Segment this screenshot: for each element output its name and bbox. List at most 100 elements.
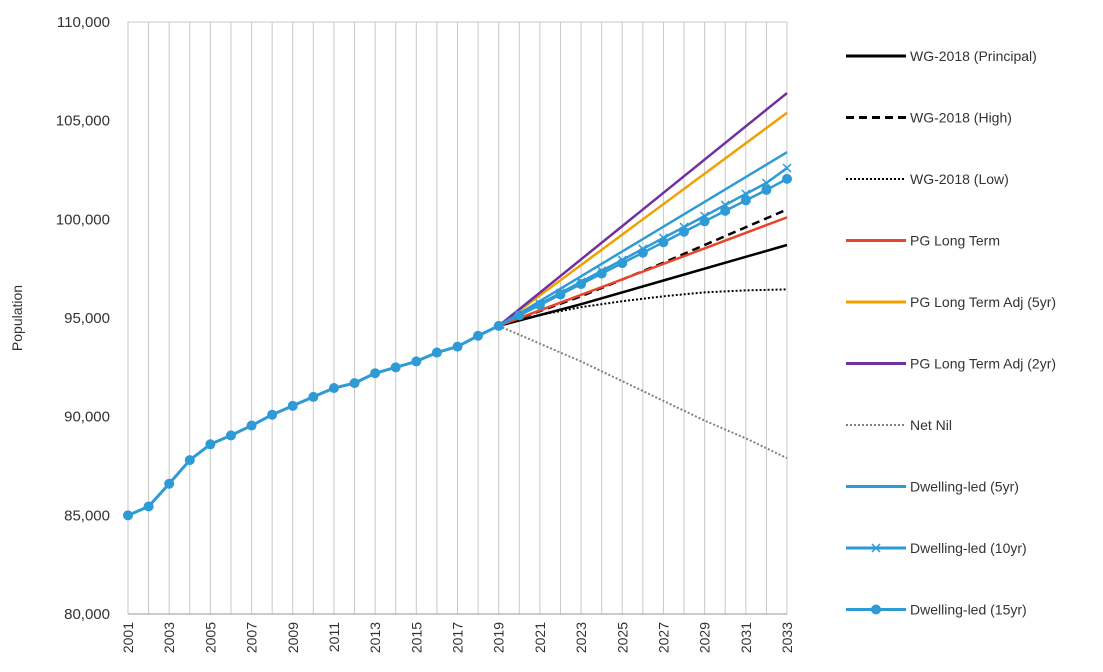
legend-label: WG-2018 (Low) xyxy=(910,171,1009,187)
y-tick-label: 80,000 xyxy=(64,606,110,623)
legend-item: WG-2018 (Principal) xyxy=(846,48,1037,64)
data-point xyxy=(452,341,463,352)
x-tick-label: 2007 xyxy=(244,622,260,653)
data-point xyxy=(596,268,607,279)
plot-grid xyxy=(127,21,788,615)
series-line xyxy=(497,111,788,327)
x-tick-label: 2011 xyxy=(326,622,342,652)
data-point xyxy=(246,420,257,431)
x-tick-label: 2029 xyxy=(697,622,713,653)
data-point xyxy=(534,299,545,310)
series-line xyxy=(498,243,788,328)
data-point xyxy=(267,409,278,420)
x-tick-label: 2019 xyxy=(491,622,507,653)
series-line xyxy=(498,151,788,327)
data-point xyxy=(679,226,690,237)
data-point xyxy=(349,378,360,389)
data-point xyxy=(287,400,298,411)
series-dwelling-led-15yr xyxy=(498,173,792,328)
legend-item: PG Long Term Adj (2yr) xyxy=(846,356,1056,372)
series-line xyxy=(498,216,788,328)
data-point xyxy=(473,330,484,341)
x-marker-stroke xyxy=(761,178,771,188)
x-tick-label: 2017 xyxy=(450,622,466,653)
legend: WG-2018 (Principal) WG-2018 (High) WG-2018… xyxy=(846,48,1056,618)
legend-item: WG-2018 (High) xyxy=(846,110,1012,126)
data-point xyxy=(411,356,422,367)
x-tick-label: 2005 xyxy=(202,622,218,653)
y-tick-label: 100,000 xyxy=(56,211,110,228)
data-point xyxy=(576,279,587,290)
data-point xyxy=(617,258,628,269)
x-marker-stroke xyxy=(782,163,792,173)
series-wg-2018-principal xyxy=(498,243,788,328)
x-tick-label: 2023 xyxy=(573,622,589,653)
data-point xyxy=(658,237,669,248)
y-tick-label: 105,000 xyxy=(56,113,110,130)
series-pg-long-term-adj-5yr xyxy=(497,111,788,327)
legend-label: WG-2018 (High) xyxy=(910,110,1012,126)
data-point xyxy=(782,163,792,173)
x-tick-label: 2027 xyxy=(655,622,671,653)
y-tick-label: 110,000 xyxy=(57,14,110,31)
legend-label: Dwelling-led (5yr) xyxy=(910,479,1019,495)
legend-item: PG Long Term Adj (5yr) xyxy=(846,294,1056,310)
legend-item: Dwelling-led (10yr) xyxy=(846,540,1027,556)
data-point xyxy=(370,368,381,379)
data-point xyxy=(308,391,319,402)
x-marker-stroke xyxy=(871,543,881,553)
legend-marker xyxy=(871,543,881,553)
data-point xyxy=(761,178,771,188)
data-point xyxy=(493,320,504,331)
data-point xyxy=(699,216,710,227)
legend-label: PG Long Term Adj (2yr) xyxy=(910,356,1056,372)
data-point xyxy=(740,195,751,206)
x-tick-label: 2015 xyxy=(408,622,424,653)
y-tick-label: 85,000 xyxy=(64,507,110,524)
legend-item: WG-2018 (Low) xyxy=(846,171,1009,187)
x-tick-label: 2033 xyxy=(779,622,795,653)
data-point xyxy=(123,510,133,521)
legend-item: PG Long Term xyxy=(846,233,1000,249)
series-pg-long-term xyxy=(498,216,788,328)
data-point xyxy=(143,501,154,512)
data-point xyxy=(328,383,339,394)
data-point xyxy=(555,289,566,300)
data-point xyxy=(720,205,731,216)
series-historic xyxy=(123,320,504,521)
x-tick-label: 2025 xyxy=(614,622,630,653)
legend-label: Net Nil xyxy=(910,417,952,433)
x-tick-label: 2003 xyxy=(161,622,177,653)
data-point xyxy=(225,430,236,441)
x-tick-label: 2013 xyxy=(367,622,383,653)
legend-label: Dwelling-led (15yr) xyxy=(910,602,1027,618)
series-line xyxy=(498,324,788,460)
data-point xyxy=(637,247,648,258)
y-axis-ticks: 80,000 85,000 90,000 95,000 100,000 105,000 11… xyxy=(56,14,110,623)
data-point xyxy=(164,478,175,489)
legend-label: PG Long Term Adj (5yr) xyxy=(910,294,1056,310)
legend-marker xyxy=(871,604,881,615)
x-tick-label: 2001 xyxy=(120,622,136,653)
legend-label: Dwelling-led (10yr) xyxy=(910,540,1027,556)
legend-item: Dwelling-led (15yr) xyxy=(846,602,1027,618)
x-tick-label: 2009 xyxy=(285,622,301,653)
legend-label: PG Long Term xyxy=(910,233,1000,249)
data-point xyxy=(761,184,772,195)
x-tick-label: 2031 xyxy=(738,622,754,653)
series-pg-long-term-adj-2yr xyxy=(497,92,788,327)
series-net-nil xyxy=(498,324,788,460)
x-axis-ticks: 2001 2003 2005 2007 2009 2011 2013 2015 2017 2019… xyxy=(120,622,795,653)
data-point xyxy=(184,455,195,466)
y-tick-label: 90,000 xyxy=(64,409,110,426)
series-layer xyxy=(123,92,792,521)
series-dwelling-led-5yr xyxy=(498,151,788,327)
legend-label: WG-2018 (Principal) xyxy=(910,48,1037,64)
series-line xyxy=(497,92,788,327)
legend-item: Net Nil xyxy=(846,417,952,433)
data-point xyxy=(514,310,525,321)
data-point xyxy=(431,347,442,358)
y-tick-label: 95,000 xyxy=(64,310,110,327)
data-point xyxy=(782,173,792,184)
